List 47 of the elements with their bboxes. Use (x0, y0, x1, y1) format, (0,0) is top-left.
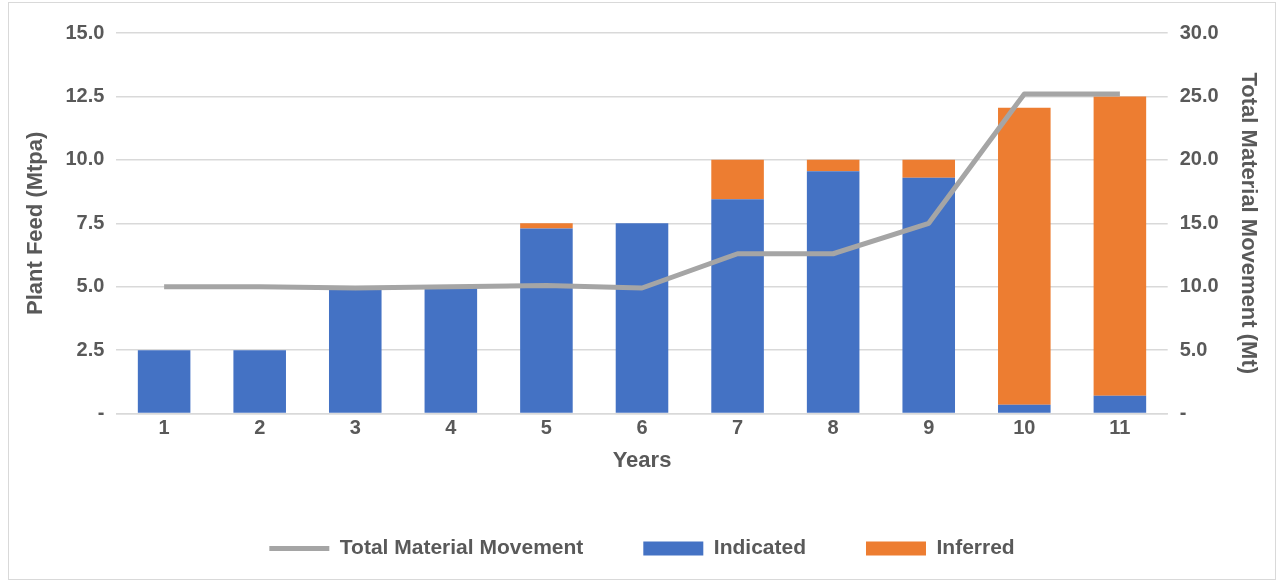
x-tick-label: 5 (540, 416, 552, 439)
y2-axis-title: Total Material Movement (Mt) (1236, 72, 1262, 375)
y-tick-label: - (97, 401, 105, 424)
y-tick-label: 12.5 (65, 83, 105, 106)
x-tick-label: 3 (349, 416, 361, 439)
bar (1093, 96, 1147, 396)
x-tick-label: 1 (158, 416, 170, 439)
bar (711, 159, 764, 200)
y2-tick-label: 25.0 (1179, 83, 1219, 106)
bar (424, 286, 478, 413)
x-tick-label: 2 (254, 416, 266, 439)
bar (806, 159, 860, 172)
bar (902, 177, 956, 413)
legend-label: Total Material Movement (339, 535, 584, 559)
bar (998, 107, 1051, 405)
x-tick-label: 11 (1109, 416, 1131, 439)
y2-tick-label: 10.0 (1179, 274, 1219, 297)
x-tick-label: 7 (732, 416, 744, 439)
y-tick-label: 7.5 (76, 210, 105, 233)
y2-tick-label: 20.0 (1179, 147, 1219, 170)
x-tick-label: 9 (923, 416, 935, 439)
bar (1093, 395, 1147, 413)
bar (137, 350, 191, 413)
bar (233, 350, 286, 413)
legend-label: Indicated (713, 535, 806, 559)
y-tick-label: 10.0 (65, 147, 105, 170)
y-tick-label: 15.0 (65, 20, 105, 43)
bar (615, 223, 669, 413)
y2-tick-label: - (1179, 401, 1187, 424)
bar (520, 228, 573, 413)
bar (711, 199, 764, 413)
y2-tick-label: 15.0 (1179, 210, 1219, 233)
x-axis-title: Years (612, 446, 672, 472)
bar (806, 171, 860, 413)
y-tick-label: 2.5 (76, 337, 105, 360)
bar (520, 223, 573, 229)
x-tick-label: 8 (827, 416, 839, 439)
bar (902, 159, 956, 178)
bar (998, 404, 1051, 413)
y-tick-label: 5.0 (76, 274, 105, 297)
x-tick-label: 10 (1013, 416, 1036, 439)
y-axis-title: Plant Feed (Mtpa) (22, 131, 48, 315)
y2-tick-label: 30.0 (1179, 20, 1219, 43)
x-tick-label: 6 (636, 416, 648, 439)
y2-tick-label: 5.0 (1179, 337, 1208, 360)
legend-label: Inferred (936, 535, 1015, 559)
x-tick-label: 4 (445, 416, 458, 439)
